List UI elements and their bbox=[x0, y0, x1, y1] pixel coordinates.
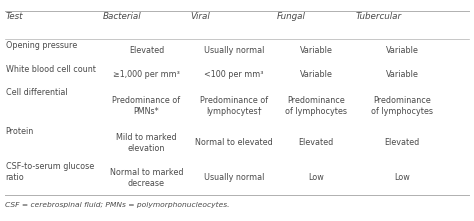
Text: Predominance
of lymphocytes: Predominance of lymphocytes bbox=[285, 96, 347, 116]
Text: Normal to elevated: Normal to elevated bbox=[195, 139, 273, 147]
Text: Viral: Viral bbox=[191, 12, 210, 21]
Text: Test: Test bbox=[6, 12, 23, 21]
Text: ≥1,000 per mm³: ≥1,000 per mm³ bbox=[113, 70, 180, 79]
Text: Low: Low bbox=[394, 173, 410, 182]
Text: Variable: Variable bbox=[300, 70, 332, 79]
Text: Elevated: Elevated bbox=[384, 139, 419, 147]
Text: Cell differential: Cell differential bbox=[6, 88, 67, 97]
Text: Variable: Variable bbox=[385, 70, 419, 79]
Text: Usually normal: Usually normal bbox=[203, 46, 264, 55]
Text: <100 per mm³: <100 per mm³ bbox=[204, 70, 264, 79]
Text: Mild to marked
elevation: Mild to marked elevation bbox=[116, 133, 177, 153]
Text: Predominance of
PMNs*: Predominance of PMNs* bbox=[112, 96, 181, 116]
Text: Elevated: Elevated bbox=[298, 139, 334, 147]
Text: Protein: Protein bbox=[6, 127, 34, 136]
Text: White blood cell count: White blood cell count bbox=[6, 65, 96, 74]
Text: Low: Low bbox=[308, 173, 324, 182]
Text: Elevated: Elevated bbox=[129, 46, 164, 55]
Text: CSF = cerebrospinal fluid; PMNs = polymorphonucleocytes.: CSF = cerebrospinal fluid; PMNs = polymo… bbox=[5, 202, 229, 208]
Text: Opening pressure: Opening pressure bbox=[6, 41, 77, 50]
Text: Predominance
of lymphocytes: Predominance of lymphocytes bbox=[371, 96, 433, 116]
Text: Usually normal: Usually normal bbox=[203, 173, 264, 182]
Text: Bacterial: Bacterial bbox=[102, 12, 141, 21]
Text: Variable: Variable bbox=[300, 46, 332, 55]
Text: Tubercular: Tubercular bbox=[356, 12, 401, 21]
Text: Normal to marked
decrease: Normal to marked decrease bbox=[109, 168, 183, 188]
Text: Variable: Variable bbox=[385, 46, 419, 55]
Text: Predominance of
lymphocytes†: Predominance of lymphocytes† bbox=[200, 96, 268, 116]
Text: Fungal: Fungal bbox=[276, 12, 305, 21]
Text: CSF-to-serum glucose
ratio: CSF-to-serum glucose ratio bbox=[6, 162, 94, 182]
